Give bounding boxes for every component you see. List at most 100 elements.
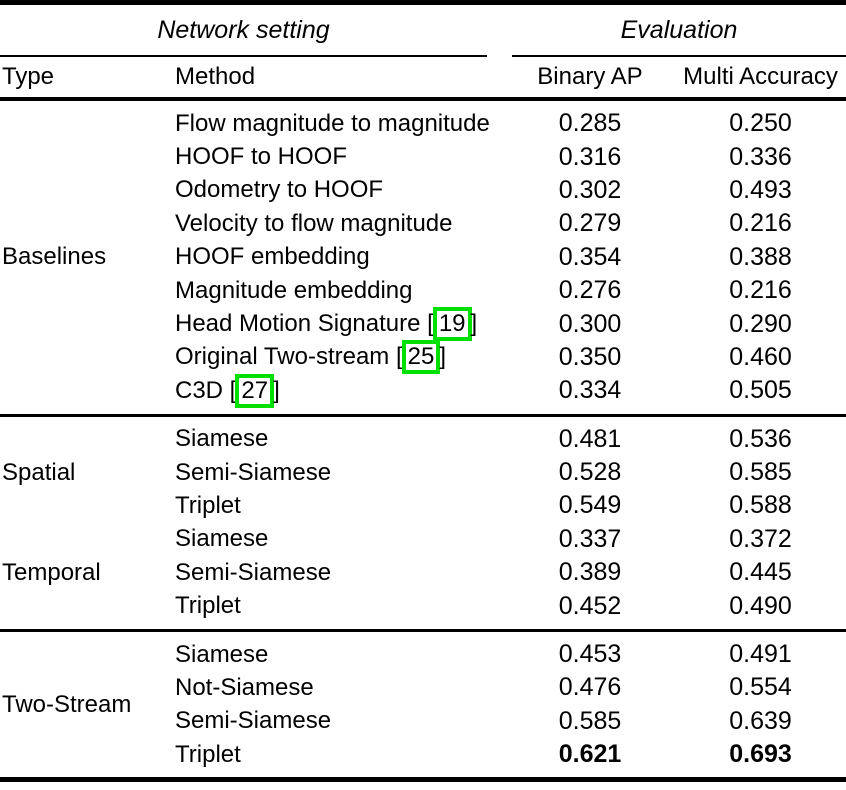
multi-accuracy-value: 0.388 — [729, 242, 792, 271]
method-cell: Siamese — [175, 425, 269, 453]
method-cell: Velocity to flow magnitude — [175, 209, 453, 237]
method-cell: Original Two-stream [25] — [175, 340, 505, 375]
binary-ap-value: 0.354 — [558, 242, 622, 271]
column-header-method: Method — [175, 63, 256, 90]
table-bottom-rule — [0, 777, 846, 783]
table-row: Siamese 0.337 0.372 — [0, 523, 846, 556]
column-header-multi-accuracy: Multi Accuracy — [683, 63, 838, 90]
binary-ap-value: 0.285 — [558, 109, 622, 138]
multi-accuracy-value: 0.216 — [729, 209, 792, 238]
multi-accuracy-value: 0.290 — [729, 309, 792, 338]
table-row: Not-Siamese 0.476 0.554 — [0, 671, 846, 704]
table-row: Original Two-stream [25] 0.350 0.460 — [0, 340, 846, 375]
binary-ap-value: 0.337 — [558, 524, 622, 553]
table-row: HOOF embedding 0.354 0.388 — [0, 241, 846, 274]
method-cell: HOOF embedding — [175, 243, 370, 271]
multi-accuracy-value: 0.445 — [729, 558, 792, 587]
binary-ap-value: 0.453 — [558, 640, 622, 669]
binary-ap-value: 0.389 — [558, 558, 622, 587]
binary-ap-value: 0.476 — [558, 673, 622, 702]
method-cell: Not-Siamese — [175, 673, 314, 701]
method-cell: HOOF to HOOF — [175, 143, 348, 171]
binary-ap-value: 0.334 — [558, 376, 622, 405]
evaluation-underline — [512, 55, 846, 57]
table-group: Spatial Temporal Siamese 0.481 0.536 Semi-Sia… — [0, 417, 846, 629]
type-label: Baselines — [2, 243, 107, 271]
multi-accuracy-value: 0.490 — [729, 591, 792, 620]
table-row: Semi-Siamese 0.585 0.639 — [0, 705, 846, 738]
multi-accuracy-value: 0.216 — [729, 276, 792, 305]
type-label: Temporal — [2, 558, 101, 586]
citation-link-box[interactable]: 19 — [432, 307, 472, 342]
binary-ap-value: 0.300 — [558, 309, 622, 338]
binary-ap-value: 0.350 — [558, 342, 622, 371]
method-cell: Odometry to HOOF — [175, 176, 384, 204]
table-row: Triplet 0.621 0.693 — [0, 738, 846, 771]
table-row: Siamese 0.481 0.536 — [0, 423, 846, 456]
table-row: Magnitude embedding 0.276 0.216 — [0, 274, 846, 307]
table-row: Head Motion Signature [19] 0.300 0.290 — [0, 307, 846, 342]
binary-ap-value: 0.481 — [558, 424, 622, 453]
method-cell: Siamese — [175, 525, 269, 553]
binary-ap-value: 0.452 — [558, 591, 622, 620]
citation-link-box[interactable]: 27 — [235, 373, 275, 408]
table-body: Baselines Flow magnitude to magnitude 0.28… — [0, 101, 846, 777]
binary-ap-value: 0.279 — [558, 209, 622, 238]
multi-accuracy-value: 0.250 — [729, 109, 792, 138]
table-group: Baselines Flow magnitude to magnitude 0.28… — [0, 101, 846, 414]
method-cell: Magnitude embedding — [175, 276, 413, 304]
group-separator-rule — [0, 413, 846, 417]
evaluation-spanner-cell: Evaluation — [512, 16, 846, 45]
header-bottom-rule — [0, 97, 846, 101]
table-row: Odometry to HOOF 0.302 0.493 — [0, 174, 846, 207]
type-label: Two-Stream — [2, 690, 132, 718]
type-label: Spatial — [2, 458, 76, 486]
multi-accuracy-value: 0.585 — [729, 458, 792, 487]
table-row: Semi-Siamese 0.389 0.445 — [0, 556, 846, 589]
table-row: Siamese 0.453 0.491 — [0, 638, 846, 671]
group-separator-rule — [0, 628, 846, 632]
column-header-binary-ap: Binary AP — [537, 63, 643, 90]
multi-accuracy-value: 0.536 — [729, 424, 792, 453]
table-group: Two-Stream Siamese 0.453 0.491 Not-Siamese 0.… — [0, 632, 846, 778]
method-cell: Triplet — [175, 592, 241, 620]
multi-accuracy-value: 0.336 — [729, 142, 792, 171]
spanner-underline-row — [0, 55, 846, 57]
column-header-type: Type — [2, 63, 55, 90]
multi-accuracy-value: 0.372 — [729, 524, 792, 553]
spanner-underline-gap — [487, 55, 512, 57]
network-setting-spanner-cell: Network setting — [0, 16, 487, 45]
table-row: Velocity to flow magnitude 0.279 0.216 — [0, 207, 846, 240]
method-cell: Triplet — [175, 740, 241, 768]
multi-accuracy-value: 0.505 — [729, 376, 792, 405]
network-setting-underline — [0, 55, 487, 57]
binary-ap-value: 0.621 — [558, 740, 622, 769]
binary-ap-value: 0.302 — [558, 175, 622, 204]
table-row: Triplet 0.452 0.490 — [0, 589, 846, 622]
multi-accuracy-value: 0.460 — [729, 342, 792, 371]
table-row: Semi-Siamese 0.528 0.585 — [0, 456, 846, 489]
column-header-row: Type Method Binary AP Multi Accuracy — [0, 57, 846, 97]
method-cell: Triplet — [175, 491, 241, 519]
multi-accuracy-value: 0.639 — [729, 706, 792, 735]
method-cell: Siamese — [175, 640, 269, 668]
method-cell: Semi-Siamese — [175, 558, 332, 586]
method-cell: Semi-Siamese — [175, 458, 332, 486]
binary-ap-value: 0.276 — [558, 276, 622, 305]
binary-ap-value: 0.549 — [558, 491, 622, 520]
method-cell: C3D [27] — [175, 373, 505, 408]
table-row: C3D [27] 0.334 0.505 — [0, 373, 846, 408]
multi-accuracy-value: 0.493 — [729, 175, 792, 204]
citation-link-box[interactable]: 25 — [401, 340, 441, 375]
table-row: HOOF to HOOF 0.316 0.336 — [0, 140, 846, 173]
binary-ap-value: 0.585 — [558, 706, 622, 735]
table-row: Triplet 0.549 0.588 — [0, 489, 846, 522]
evaluation-spanner-label: Evaluation — [620, 15, 738, 44]
table-row: Flow magnitude to magnitude 0.285 0.250 — [0, 107, 846, 140]
multi-accuracy-value: 0.588 — [729, 491, 792, 520]
method-cell: Flow magnitude to magnitude — [175, 109, 490, 137]
network-setting-spanner-label: Network setting — [157, 15, 330, 44]
binary-ap-value: 0.528 — [558, 458, 622, 487]
table-top-rule — [0, 0, 846, 5]
